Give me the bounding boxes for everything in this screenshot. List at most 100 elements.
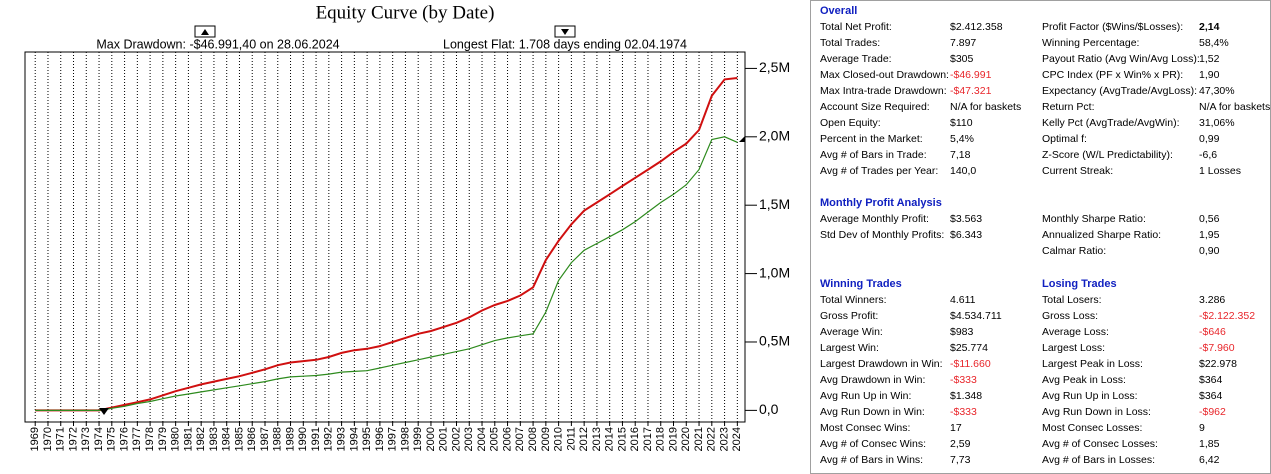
stat-label: Account Size Required: (820, 101, 930, 113)
x-tick-label: 1970 (42, 427, 54, 451)
stat-value: 1,95 (1199, 229, 1220, 241)
x-tick-label: 1971 (55, 427, 67, 451)
stat-label: Avg Drawdown in Win: (820, 374, 925, 386)
stat-label: Avg Run Down in Win: (820, 406, 925, 418)
x-tick-label: 1997 (387, 427, 399, 451)
x-tick-label: 1994 (348, 427, 360, 451)
x-tick-label: 1998 (399, 427, 411, 451)
x-tick-label: 2023 (718, 427, 730, 451)
stat-label: Largest Peak in Loss: (1042, 358, 1143, 370)
stat-value: 5,4% (950, 133, 974, 145)
stat-value: $6.343 (950, 229, 982, 241)
stat-value: -$47.321 (950, 85, 992, 97)
stat-value: $364 (1199, 390, 1223, 402)
equity-line (35, 136, 738, 411)
stat-label: Return Pct: (1042, 101, 1095, 113)
x-tick-label: 2013 (591, 427, 603, 451)
stat-label: Annualized Sharpe Ratio: (1042, 229, 1161, 241)
equity-line (35, 77, 738, 412)
marker-down (99, 408, 109, 415)
x-tick-label: 2000 (425, 427, 437, 451)
x-tick-label: 2014 (604, 427, 616, 451)
stat-value: 1,90 (1199, 69, 1220, 81)
x-tick-label: 2003 (463, 427, 475, 451)
x-tick-label: 2005 (489, 427, 501, 451)
x-tick-label: 1974 (93, 427, 105, 451)
stat-label: Largest Win: (820, 342, 879, 354)
y-tick-label: 2,5M (759, 59, 790, 75)
x-tick-label: 2009 (540, 427, 552, 451)
x-tick-label: 2017 (642, 427, 654, 451)
section-title: Winning Trades (820, 278, 902, 290)
x-tick-label: 2004 (476, 427, 488, 451)
stat-label: Avg Peak in Loss: (1042, 374, 1126, 386)
y-tick-label: 0,0 (759, 401, 779, 417)
annotation: Max Drawdown: -$46.991,40 on 28.06.2024 (96, 37, 339, 51)
stat-label: Z-Score (W/L Predictability): (1042, 149, 1173, 161)
x-tick-label: 1984 (221, 427, 233, 451)
stat-value: $1.348 (950, 390, 982, 402)
section-title: Losing Trades (1042, 278, 1117, 290)
x-tick-label: 2010 (553, 427, 565, 451)
stat-value: $2.412.358 (950, 21, 1003, 33)
stat-value: 1 Losses (1199, 165, 1241, 177)
x-tick-label: 1990 (297, 427, 309, 451)
stat-value: -$7.960 (1199, 342, 1235, 354)
stat-label: Open Equity: (820, 117, 881, 129)
x-tick-label: 2022 (706, 427, 718, 451)
x-tick-label: 1983 (208, 427, 220, 451)
stat-value: 31,06% (1199, 117, 1235, 129)
stat-label: Most Consec Wins: (820, 422, 910, 434)
stat-value: -$333 (950, 406, 977, 418)
stat-label: Largest Drawdown in Win: (820, 358, 943, 370)
stat-label: CPC Index (PF x Win% x PR): (1042, 69, 1183, 81)
stat-value: $25.774 (950, 342, 988, 354)
stat-value: 47,30% (1199, 85, 1235, 97)
stat-label: Gross Loss: (1042, 310, 1098, 322)
stat-label: Avg # of Bars in Wins: (820, 454, 923, 466)
x-tick-label: 1977 (131, 427, 143, 451)
x-tick-label: 1976 (118, 427, 130, 451)
stat-value: -$646 (1199, 326, 1226, 338)
stat-value: $364 (1199, 374, 1223, 386)
stat-value: 4.611 (950, 294, 976, 306)
marker-down (561, 29, 569, 35)
x-tick-label: 1975 (106, 427, 118, 451)
x-tick-label: 2007 (514, 427, 526, 451)
stat-label: Kelly Pct (AvgTrade/AvgWin): (1042, 117, 1180, 129)
plot-area (25, 52, 745, 422)
stat-value: 1,52 (1199, 53, 1220, 65)
x-tick-label: 2006 (501, 427, 513, 451)
stat-label: Calmar Ratio: (1042, 245, 1106, 257)
stat-label: Gross Profit: (820, 310, 878, 322)
stat-label: Payout Ratio (Avg Win/Avg Loss): (1042, 53, 1200, 65)
stat-value: -$46.991 (950, 69, 992, 81)
stat-label: Average Trade: (820, 53, 892, 65)
stat-value: 0,56 (1199, 213, 1220, 225)
x-tick-label: 1981 (182, 427, 194, 451)
stat-value: N/A for baskets (1199, 101, 1270, 113)
x-tick-label: 1988 (272, 427, 284, 451)
stat-value: $4.534.711 (950, 310, 1002, 322)
x-tick-label: 2016 (629, 427, 641, 451)
stat-label: Avg # of Consec Losses: (1042, 438, 1158, 450)
stat-label: Avg Run Up in Loss: (1042, 390, 1138, 402)
stat-label: Expectancy (AvgTrade/AvgLoss): (1042, 85, 1197, 97)
stat-value: N/A for baskets (950, 101, 1021, 113)
x-tick-label: 2001 (438, 427, 450, 451)
stat-label: Avg # of Bars in Trade: (820, 149, 927, 161)
x-tick-label: 1995 (361, 427, 373, 451)
y-tick-label: 1,5M (759, 196, 790, 212)
x-tick-label: 2019 (667, 427, 679, 451)
marker-up (201, 29, 209, 35)
y-tick-label: 0,5M (759, 333, 790, 349)
stat-label: Most Consec Losses: (1042, 422, 1142, 434)
stat-value: 9 (1199, 422, 1205, 434)
stat-value: 3.286 (1199, 294, 1225, 306)
x-tick-label: 1980 (170, 427, 182, 451)
x-tick-label: 2011 (565, 427, 577, 451)
x-tick-label: 1999 (412, 427, 424, 451)
stat-label: Average Loss: (1042, 326, 1109, 338)
stat-label: Max Intra-trade Drawdown: (820, 85, 947, 97)
